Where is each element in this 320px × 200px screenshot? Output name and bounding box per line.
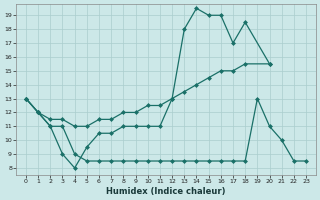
X-axis label: Humidex (Indice chaleur): Humidex (Indice chaleur) [106,187,226,196]
